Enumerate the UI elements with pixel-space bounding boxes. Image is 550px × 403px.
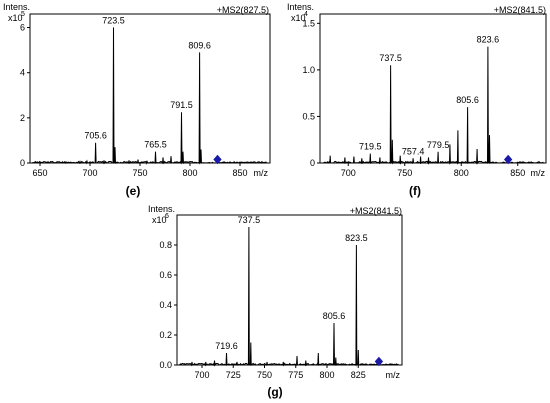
y-exponent: 6	[165, 213, 169, 220]
peak-label: 809.6	[188, 40, 211, 50]
peak-label: 805.6	[456, 95, 479, 105]
y-multiplier: x10	[152, 215, 167, 225]
scan-label: +MS2(841.5)	[494, 5, 546, 15]
spectrum-trace	[31, 27, 268, 165]
y-tick-label: 0	[310, 158, 315, 168]
scan-label: +MS2(827.5)	[217, 5, 269, 15]
precursor-marker	[503, 154, 513, 165]
x-tick-label: 800	[182, 168, 197, 178]
y-tick-label: 4	[20, 68, 25, 78]
x-tick-label: 850	[232, 168, 247, 178]
y-tick-label: 0.5	[302, 111, 315, 121]
y-tick-label: 2	[20, 113, 25, 123]
x-tick-label: 700	[194, 370, 209, 380]
precursor-marker	[374, 356, 384, 367]
x-tick-label: 750	[397, 168, 412, 178]
peak-label: 805.6	[323, 311, 346, 321]
chart-g: Intens. x10 6 +MS2(841.5) m/z (g) 0.0 0.2…	[148, 204, 403, 399]
peak-label: 737.5	[379, 53, 402, 63]
x-tick-label: 800	[454, 168, 469, 178]
y-exponent: 4	[304, 11, 308, 18]
y-tick-label: 0.8	[159, 240, 172, 250]
peak-label: 765.5	[144, 140, 167, 150]
x-unit-label: m/z	[531, 168, 546, 178]
x-tick-label: 650	[32, 168, 47, 178]
x-tick-label: 800	[319, 370, 334, 380]
y-tick-label: 0.0	[159, 360, 172, 370]
x-tick-label: 775	[288, 370, 303, 380]
y-axis-label: Intens.	[148, 204, 175, 214]
y-tick-label: 0.6	[159, 270, 172, 280]
y-multiplier: x10	[291, 13, 306, 23]
x-tick-label: 700	[82, 168, 97, 178]
y-axis-label: Intens.	[287, 2, 314, 12]
peak-label: 719.6	[215, 341, 238, 351]
x-unit-label: m/z	[386, 370, 401, 380]
x-tick-label: 725	[226, 370, 241, 380]
plot-frame	[176, 214, 403, 366]
peak-label: 779.5	[427, 140, 450, 150]
peak-label: 705.6	[84, 131, 107, 141]
peak-label: 723.5	[102, 16, 125, 26]
precursor-marker	[213, 154, 222, 165]
y-tick-label: 0.2	[159, 330, 172, 340]
spectrum-trace	[179, 226, 399, 367]
panel-label: (e)	[126, 184, 141, 198]
peak-label: 823.6	[477, 35, 500, 45]
x-tick-label: 850	[510, 168, 525, 178]
chart-f: Intens. x10 4 +MS2(841.5) m/z (f) 0 0.5 1.…	[287, 2, 547, 198]
panel-label: (f)	[409, 184, 421, 198]
scan-label: +MS2(841.5)	[350, 206, 402, 216]
panel-label: (g)	[267, 385, 282, 399]
spectrum-trace	[322, 46, 544, 165]
y-tick-label: 1.0	[302, 65, 315, 75]
y-axis-label: Intens.	[3, 2, 30, 12]
peak-label: 719.5	[359, 142, 382, 152]
plot-frame	[319, 13, 547, 164]
peak-label: 791.5	[170, 100, 193, 110]
y-tick-label: 6	[20, 23, 25, 33]
y-tick-label: 0	[20, 158, 25, 168]
x-tick-label: 700	[341, 168, 356, 178]
y-exponent: 5	[21, 11, 25, 18]
y-tick-label: 0.4	[159, 300, 172, 310]
y-tick-label: 1.5	[302, 18, 315, 28]
x-tick-label: 750	[132, 168, 147, 178]
peak-label: 737.5	[238, 215, 261, 225]
x-tick-label: 825	[351, 370, 366, 380]
peak-label: 757.4	[402, 146, 425, 156]
x-unit-label: m/z	[254, 168, 269, 178]
peak-label: 823.5	[345, 233, 368, 243]
y-multiplier: x10	[8, 13, 23, 23]
x-tick-label: 750	[257, 370, 272, 380]
chart-e: Intens. x10 5 +MS2(827.5) m/z (e) 0 2 4 6 65…	[3, 2, 271, 198]
